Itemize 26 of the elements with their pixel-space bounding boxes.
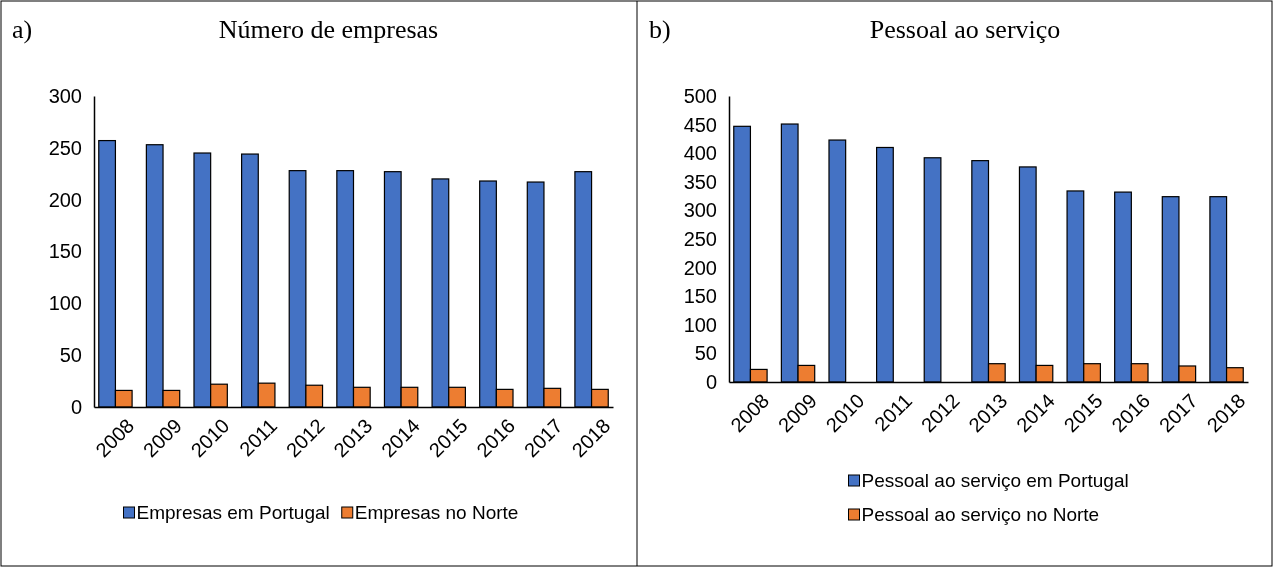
chart-title: Número de empresas — [218, 15, 439, 44]
y-tick-label: 350 — [683, 170, 717, 193]
y-tick-label: 0 — [705, 370, 717, 393]
y-tick-label: 50 — [59, 344, 82, 367]
y-tick-label: 450 — [683, 113, 717, 136]
y-tick-label: 150 — [683, 285, 717, 308]
y-tick-label: 200 — [683, 256, 717, 279]
legend-label: Pessoal ao serviço em Portugal — [861, 470, 1129, 491]
y-tick-label: 500 — [683, 84, 717, 107]
y-tick-label: 400 — [683, 142, 717, 165]
y-tick-label: 250 — [683, 227, 717, 250]
text: b) — [649, 15, 671, 44]
y-tick-label: 0 — [70, 395, 82, 418]
legend-label: Pessoal ao serviço no Norte — [861, 504, 1100, 525]
y-tick-label: 150 — [48, 240, 82, 263]
y-tick-label: 100 — [48, 292, 82, 315]
y-tick-label: 250 — [48, 136, 82, 159]
text: a) — [12, 15, 33, 44]
legend-label: Empresas em Portugal — [136, 502, 330, 523]
chart-title: Pessoal ao serviço — [869, 15, 1061, 44]
y-tick-label: 50 — [694, 342, 717, 365]
y-tick-label: 300 — [48, 84, 82, 107]
legend-label: Empresas no Norte — [354, 502, 519, 523]
y-tick-label: 300 — [683, 199, 717, 222]
y-tick-label: 100 — [683, 313, 717, 336]
y-tick-label: 200 — [48, 188, 82, 211]
